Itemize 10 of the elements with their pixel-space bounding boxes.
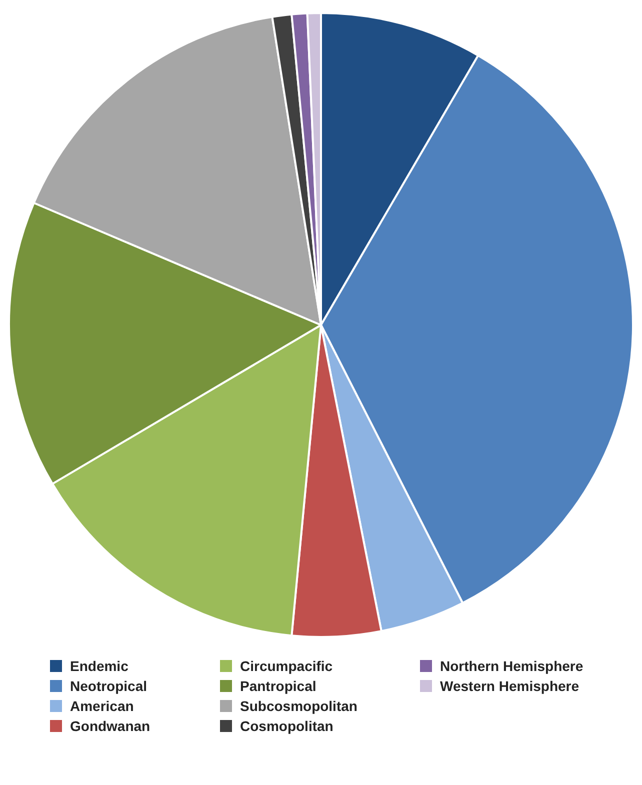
legend-label: Cosmopolitan: [239, 718, 334, 734]
legend-label: Pantropical: [239, 678, 318, 694]
legend-label: Gondwanan: [69, 718, 152, 734]
legend-label: Neotropical: [69, 678, 148, 694]
legend-label: Western Hemisphere: [439, 678, 580, 694]
legend-label: Circumpacific: [239, 658, 334, 674]
legend-label: Northern Hemisphere: [439, 658, 584, 674]
legend-label: Subcosmopolitan: [239, 698, 358, 714]
legend-label: Endemic: [69, 658, 130, 674]
legend-label: American: [69, 698, 135, 714]
